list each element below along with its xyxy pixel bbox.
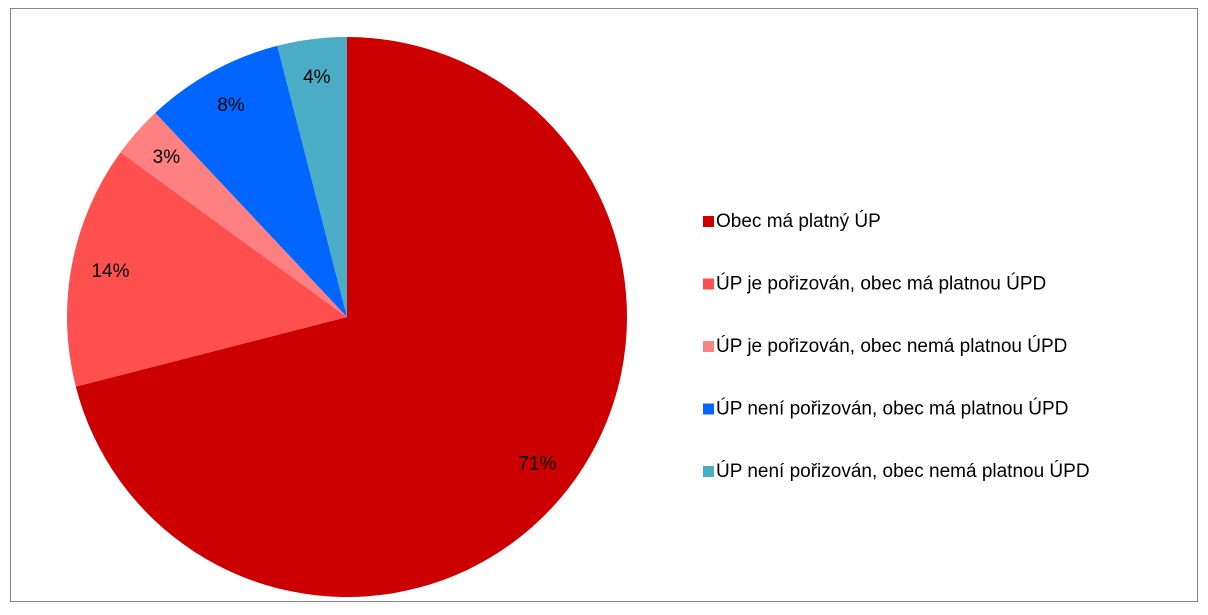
legend-label: ÚP není pořizován, obec nemá platnou ÚPD — [716, 460, 1090, 482]
legend-swatch — [703, 216, 714, 227]
legend-label: Obec má platný ÚP — [716, 210, 881, 232]
legend-swatch — [703, 466, 714, 477]
data-label: 4% — [303, 67, 331, 88]
pie-slice — [67, 152, 347, 387]
pie-slice — [75, 37, 627, 597]
pie-slice — [120, 112, 347, 317]
legend-swatch — [703, 278, 714, 290]
data-label: 71% — [518, 454, 556, 475]
legend-label: ÚP je pořizován, obec má platnou ÚPD — [716, 273, 1046, 295]
legend-swatch — [703, 341, 714, 352]
data-label: 3% — [153, 147, 181, 168]
legend-label: ÚP je pořizován, obec nemá platnou ÚPD — [716, 335, 1067, 357]
data-label: 14% — [91, 261, 129, 282]
legend-label: ÚP není pořizován, obec má platnou ÚPD — [716, 398, 1068, 420]
pie-slice — [155, 45, 347, 317]
pie-slice — [277, 37, 347, 317]
legend-swatch — [703, 403, 714, 415]
data-label: 8% — [217, 95, 245, 116]
